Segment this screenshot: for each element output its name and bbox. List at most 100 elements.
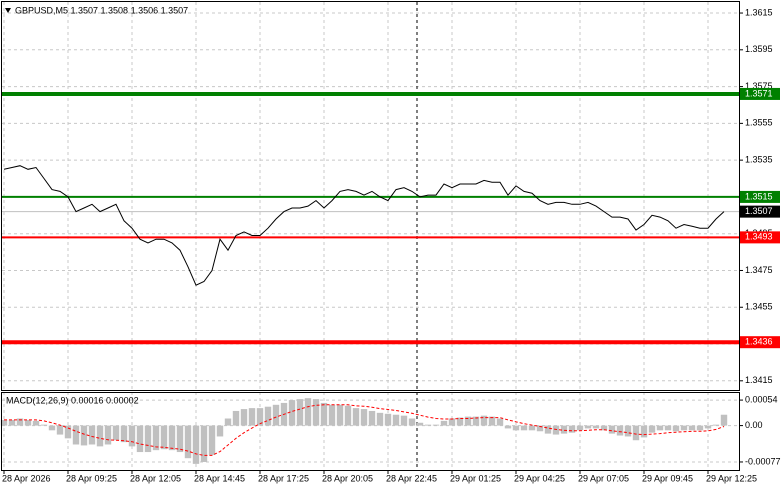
macd-frame (1, 392, 740, 471)
macd-bar (592, 425, 600, 429)
level-label: 1.3436 (745, 337, 773, 347)
macd-bar (32, 420, 40, 426)
macd-bar (624, 425, 632, 437)
symbol-menu-icon[interactable] (5, 8, 11, 13)
macd-bar (440, 420, 448, 426)
macd-bar (656, 425, 664, 431)
x-tick-label: 28 Apr 09:25 (66, 473, 117, 483)
macd-bar (376, 412, 384, 426)
macd-bar (712, 424, 720, 426)
macd-bar (408, 418, 416, 426)
last-price-label-bg (740, 205, 780, 218)
macd-bar (552, 425, 560, 435)
macd-bar (528, 425, 536, 431)
x-tick-label: 29 Apr 04:25 (514, 473, 565, 483)
macd-bar (312, 399, 320, 426)
macd-bar (8, 419, 16, 426)
x-tick-label: 29 Apr 09:45 (642, 473, 693, 483)
level-label: 1.3515 (745, 191, 773, 201)
macd-bar (184, 425, 192, 459)
macd-bar (120, 425, 128, 443)
macd-bar (512, 425, 520, 431)
macd-bar (672, 425, 680, 432)
macd-bar (480, 415, 488, 426)
macd-bar (472, 416, 480, 426)
macd-bar (320, 402, 328, 426)
y-tick-label: 1.3475 (745, 265, 773, 275)
macd-bar (504, 425, 512, 429)
y-tick-label: 0.00 (745, 420, 763, 430)
macd-bar (80, 425, 88, 446)
macd-bar (192, 425, 200, 464)
macd-bar (128, 425, 136, 447)
macd-bar (0, 419, 8, 426)
macd-bar (88, 425, 96, 445)
macd-title: MACD(12,26,9) 0.00016 0.00002 (6, 395, 139, 405)
macd-bar (632, 425, 640, 441)
level-label: 1.3571 (745, 88, 773, 98)
macd-bar (448, 418, 456, 426)
macd-bar (272, 404, 280, 426)
signal-line (4, 404, 725, 456)
macd-bar (224, 418, 232, 426)
macd-bar (384, 413, 392, 426)
labels: GBPUSD,M5 1.3507 1.3508 1.3506 1.3507 MA… (2, 5, 781, 483)
macd-bar (296, 399, 304, 426)
macd-bar (560, 425, 568, 434)
level-label-bg (740, 87, 780, 100)
x-tick-label: 28 Apr 12:05 (130, 473, 181, 483)
macd-bar (576, 425, 584, 431)
y-tick-label: 1.3615 (745, 7, 773, 17)
macd-bar (328, 404, 336, 426)
macd-bar (160, 425, 168, 450)
macd-bar (48, 425, 56, 431)
x-tick-label: 28 Apr 2026 (2, 473, 51, 483)
macd-bar (256, 408, 264, 426)
macd-bar (464, 416, 472, 426)
macd-bar (232, 410, 240, 426)
macd-bar (456, 417, 464, 426)
macd-bar (248, 408, 256, 426)
macd-bar (544, 425, 552, 434)
y-tick-label: -0.00077 (745, 456, 781, 466)
marks (0, 91, 739, 464)
macd-bar (488, 416, 496, 426)
macd-bar (168, 425, 176, 451)
y-tick-label: 0.00054 (745, 394, 778, 404)
macd-bar (72, 425, 80, 445)
x-tick-label: 28 Apr 17:25 (258, 473, 309, 483)
macd-bar (136, 425, 144, 453)
y-tick-label: 1.3555 (745, 118, 773, 128)
x-tick-label: 28 Apr 20:05 (322, 473, 373, 483)
main-frame (1, 1, 740, 391)
macd-bar (424, 424, 432, 426)
macd-bar (368, 410, 376, 426)
macd-bar (520, 425, 528, 431)
macd-bar (288, 400, 296, 426)
macd-bar (40, 424, 48, 426)
macd-bar (720, 414, 728, 426)
macd-bar (664, 425, 672, 431)
macd-bar (152, 425, 160, 451)
macd-bar (680, 425, 688, 431)
macd-bar (704, 425, 712, 429)
macd-bar (304, 398, 312, 426)
macd-bar (24, 419, 32, 426)
x-tick-label: 28 Apr 22:45 (386, 473, 437, 483)
macd-bar (608, 425, 616, 434)
y-tick-label: 1.3535 (745, 155, 773, 165)
macd-bar (688, 425, 696, 431)
y-tick-label: 1.3455 (745, 302, 773, 312)
macd-bar (96, 425, 104, 447)
macd-bar (216, 425, 224, 437)
macd-bar (416, 422, 424, 426)
macd-bar (496, 418, 504, 426)
x-tick-label: 29 Apr 01:25 (450, 473, 501, 483)
macd-bar (432, 424, 440, 426)
macd-bar (200, 425, 208, 462)
x-tick-label: 28 Apr 14:45 (194, 473, 245, 483)
macd-bar (144, 425, 152, 453)
macd-bar (600, 425, 608, 431)
